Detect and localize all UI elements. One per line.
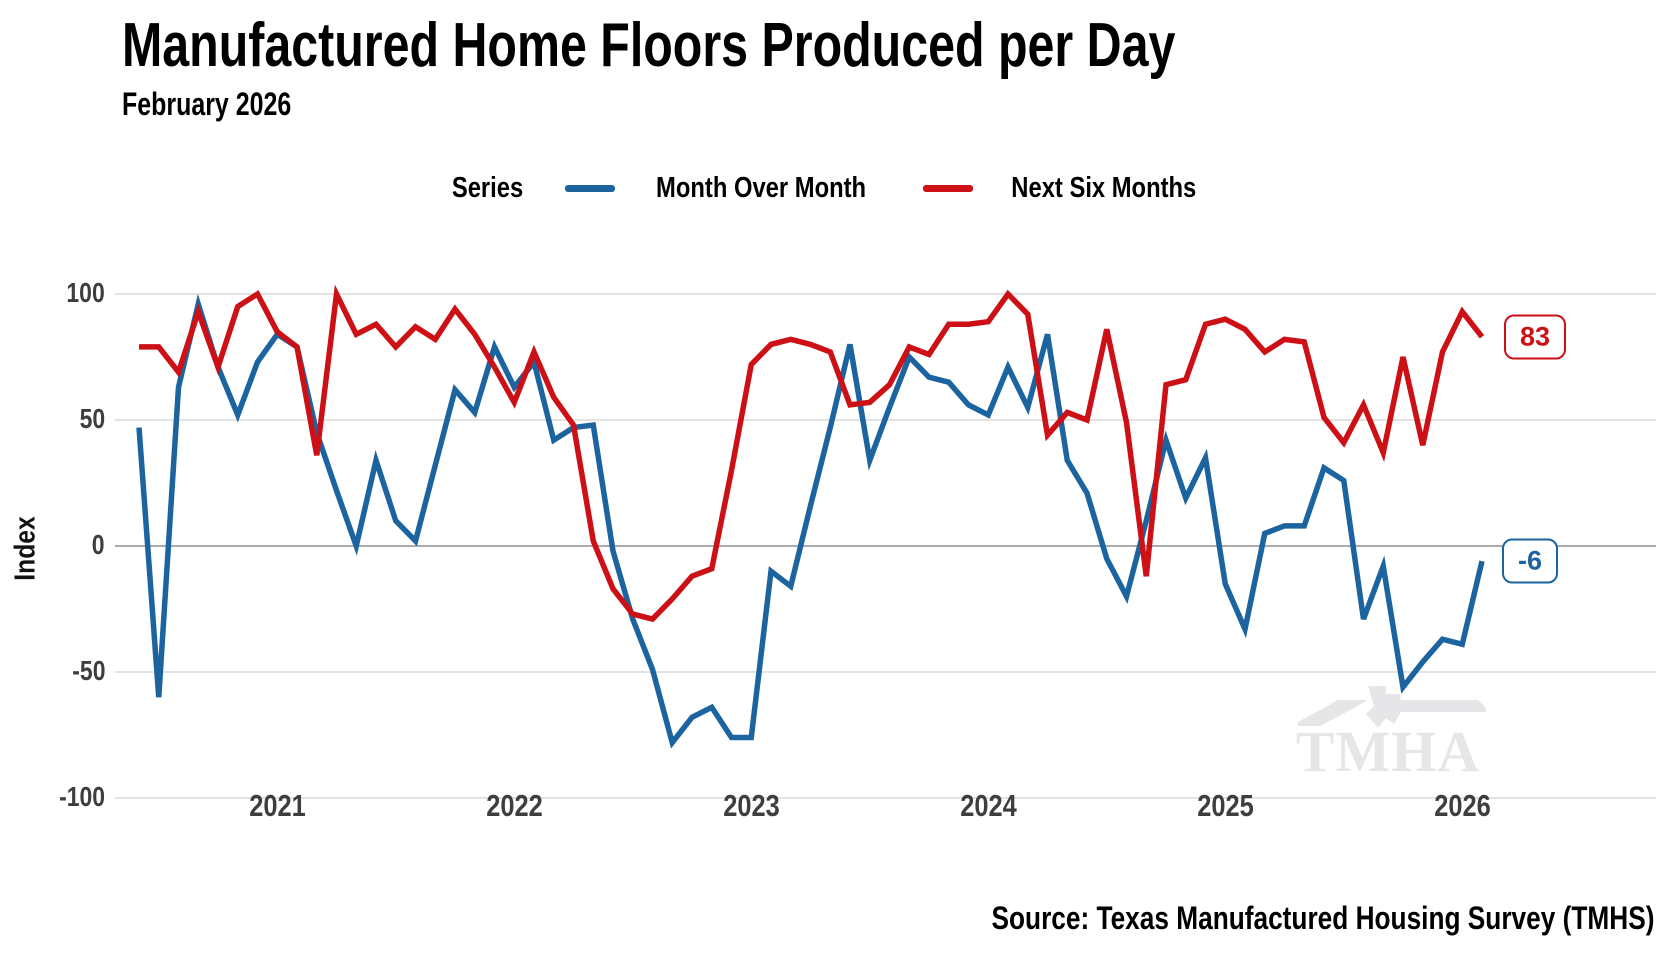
legend-title: Series	[451, 172, 523, 204]
page-title: Manufactured Home Floors Produced per Da…	[122, 11, 1176, 80]
legend: Series Month Over Month Next Six Months	[0, 172, 1660, 205]
y-tick-label: -50	[71, 655, 105, 686]
tmha-watermark-text: TMHA	[1295, 719, 1481, 784]
series-line-month-over-month	[136, 293, 1485, 749]
tmha-watermark-logo: TMHA	[1290, 684, 1486, 790]
y-tick-label: 100	[66, 277, 105, 308]
series-line-next-six-months	[139, 284, 1485, 623]
legend-item-month-over-month: Month Over Month	[564, 172, 889, 205]
source-credit: Source: Texas Manufactured Housing Surve…	[991, 900, 1654, 936]
legend-item-label: Month Over Month	[655, 172, 866, 204]
legend-swatch-red	[922, 185, 973, 192]
y-tick-label: -100	[59, 781, 105, 812]
legend-item-label: Next Six Months	[1011, 172, 1197, 204]
x-tick-label: 2025	[1196, 788, 1254, 823]
x-tick-label: 2023	[722, 788, 780, 823]
y-axis-title: Index	[9, 516, 42, 581]
series-end-label-month-over-month: -6	[1502, 538, 1559, 584]
y-tick-label: 50	[79, 403, 105, 434]
x-tick-label: 2021	[248, 788, 306, 823]
x-tick-label: 2022	[485, 788, 543, 823]
page-subtitle: February 2026	[122, 86, 292, 122]
legend-swatch-blue	[564, 185, 615, 192]
tmha-roof-icon	[1298, 686, 1486, 728]
series-end-label-next-six-months: 83	[1504, 314, 1567, 360]
x-tick-label: 2026	[1433, 788, 1491, 823]
legend-item-next-six-months: Next Six Months	[922, 172, 1217, 205]
x-tick-label: 2024	[959, 788, 1017, 823]
y-tick-label: 0	[92, 529, 105, 560]
